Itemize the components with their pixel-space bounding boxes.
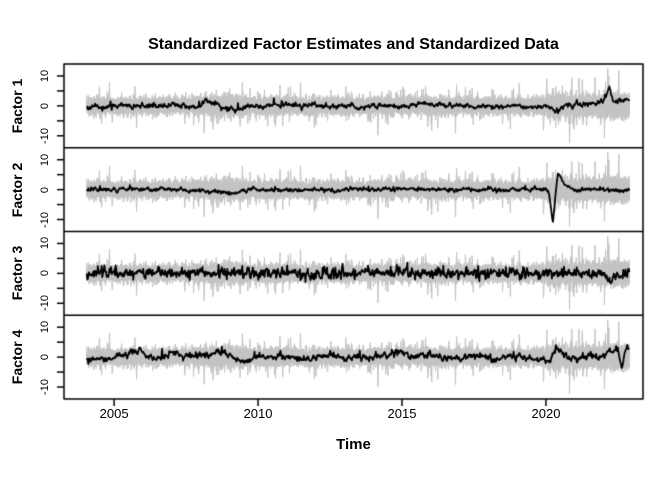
- y-tick-label: -10: [39, 379, 51, 395]
- panel-label-3: Factor 3: [9, 246, 25, 301]
- y-tick-label: 0: [39, 186, 51, 193]
- panel-label-1: Factor 1: [9, 78, 25, 134]
- y-tick-label: 10: [39, 69, 51, 83]
- panel-label-2: Factor 2: [9, 162, 25, 217]
- x-tick-label: 2005: [99, 406, 129, 421]
- panel-label-4: Factor 4: [9, 329, 25, 385]
- x-axis-title: Time: [336, 436, 371, 453]
- x-tick-label: 2010: [243, 406, 273, 421]
- y-tick-label: 0: [39, 102, 51, 109]
- x-tick-label: 2020: [531, 406, 561, 421]
- x-tick-label: 2015: [387, 406, 417, 421]
- y-tick-label: 10: [39, 153, 51, 166]
